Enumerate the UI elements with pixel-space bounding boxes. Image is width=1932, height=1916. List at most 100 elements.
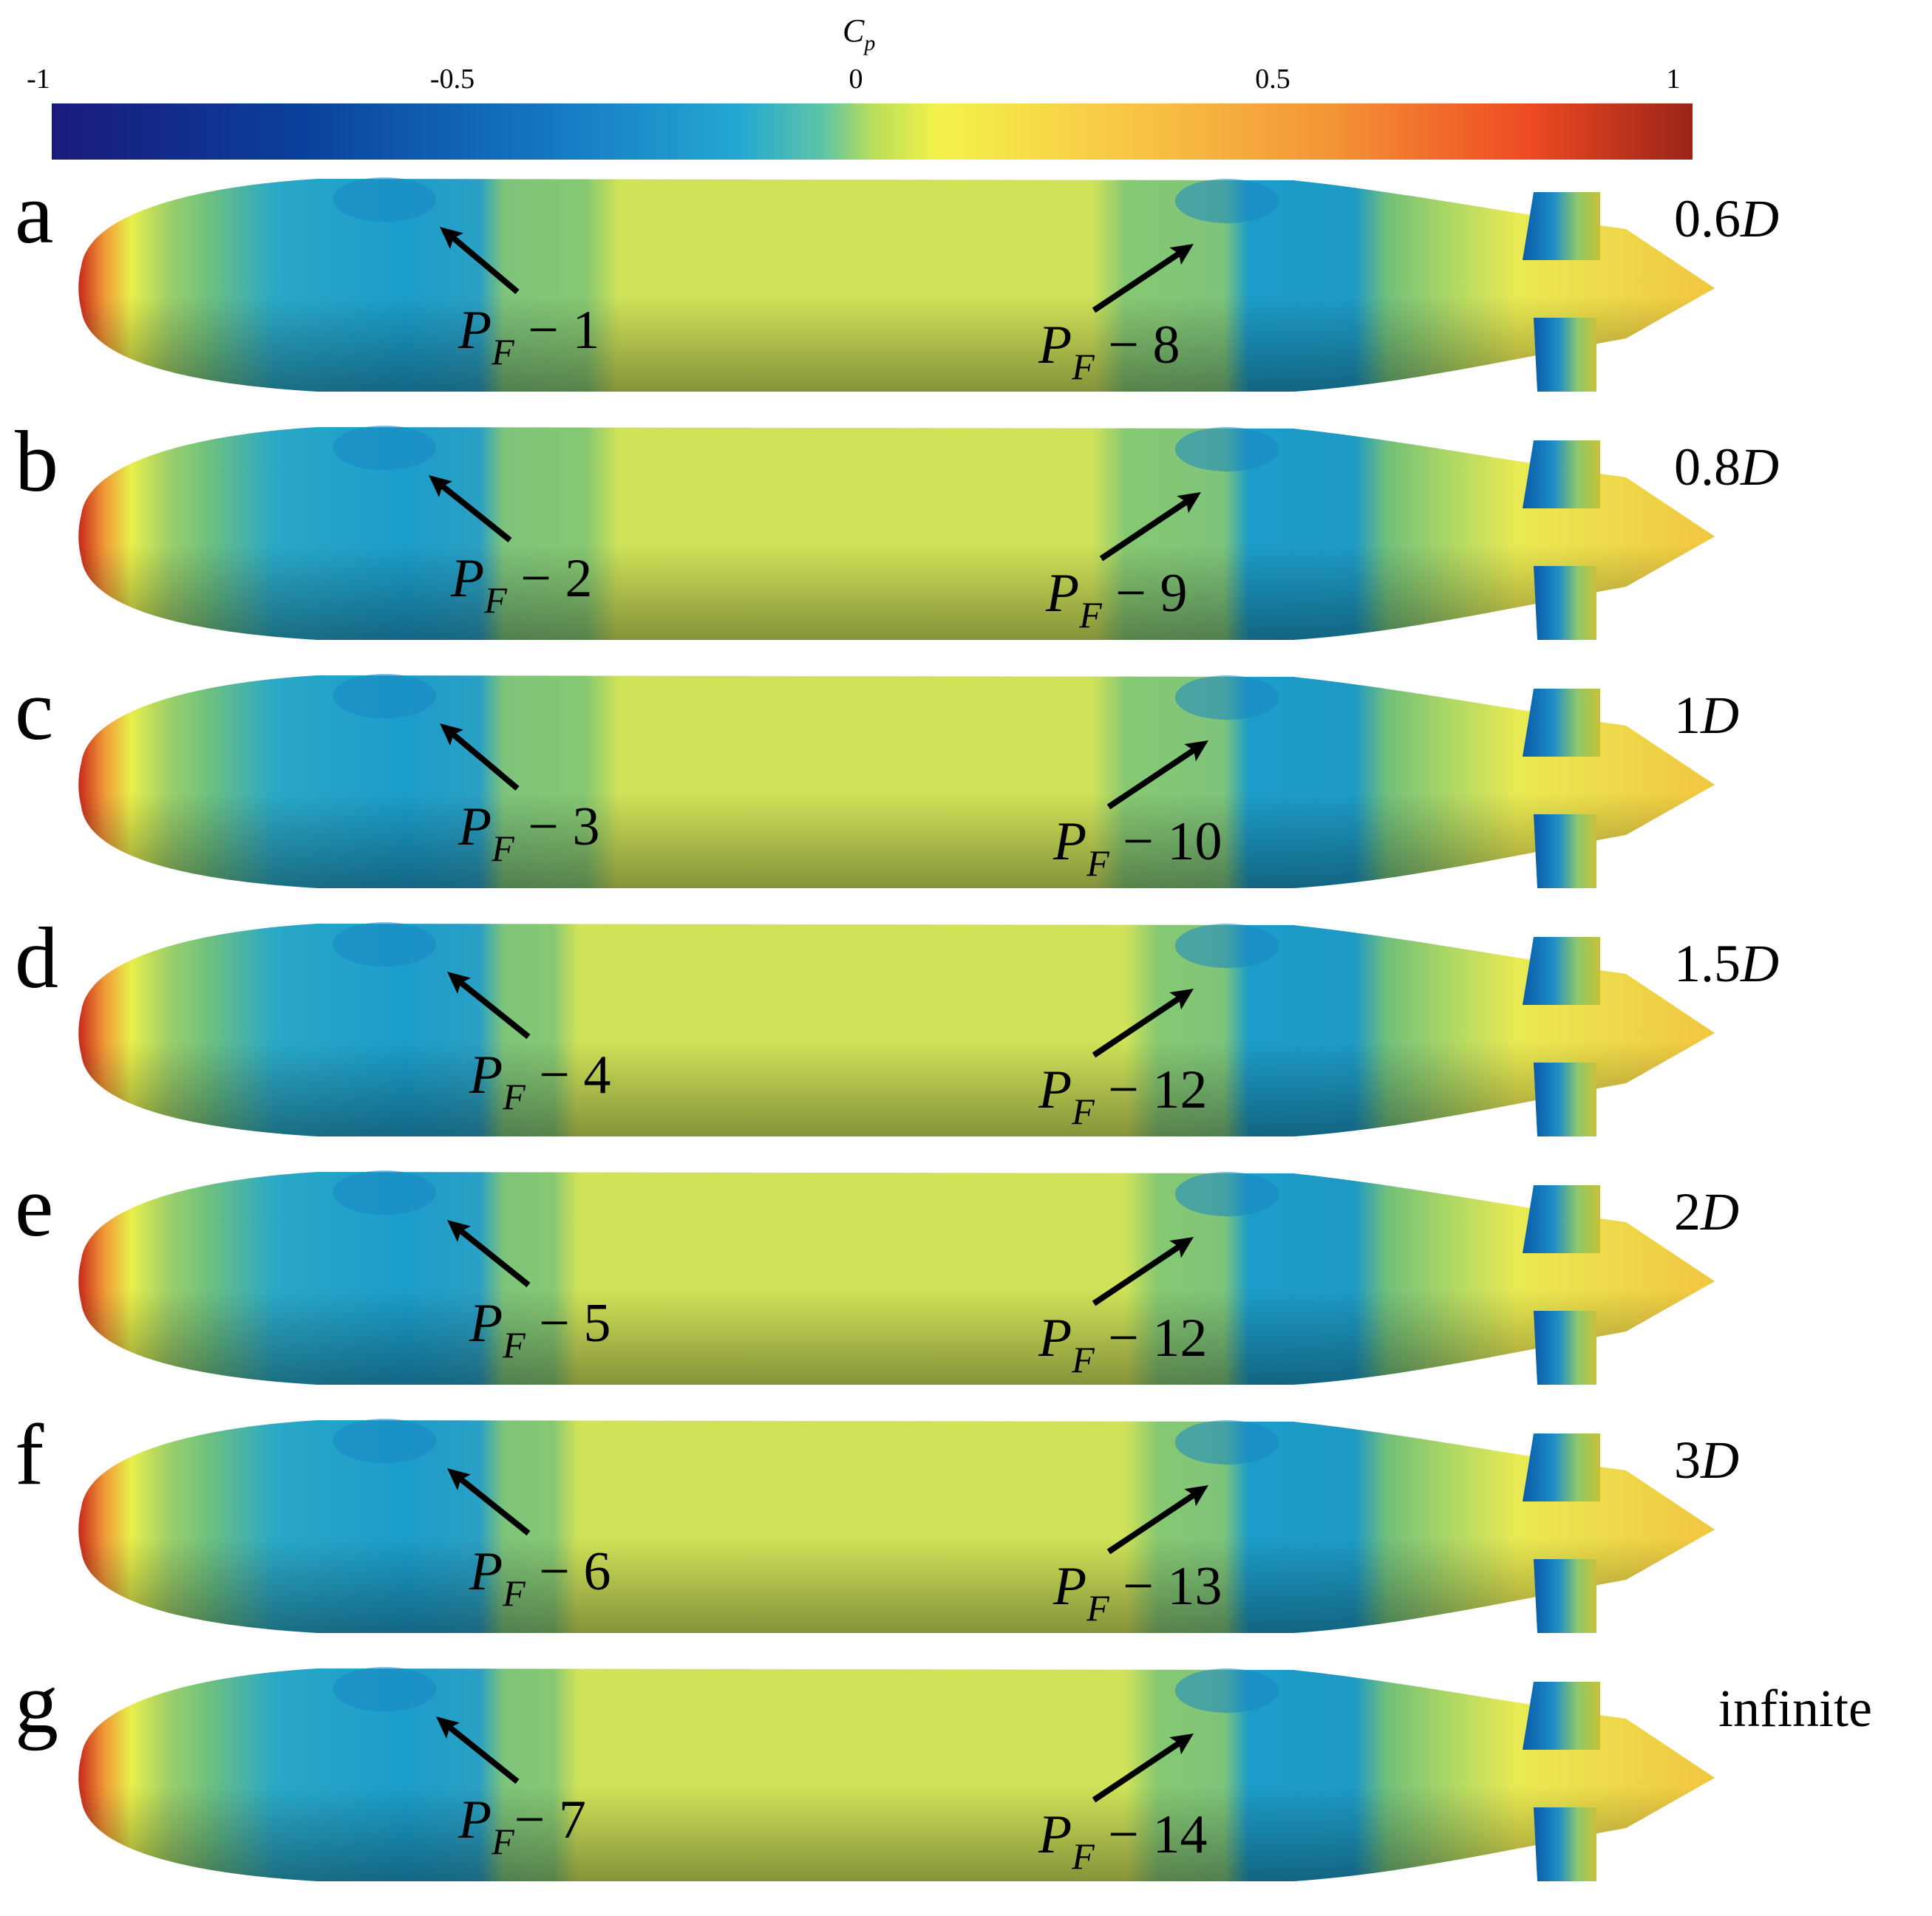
low-pressure-spot-aft bbox=[1175, 675, 1279, 720]
lower-fin bbox=[1534, 318, 1596, 392]
panel-letter: f bbox=[15, 1406, 44, 1503]
arrow-right-head bbox=[1169, 989, 1194, 1010]
arrow-left-shaft bbox=[452, 1471, 531, 1536]
panel-letter: g bbox=[15, 1654, 58, 1751]
panel-g: g infinite PF− 7 PF − 14 bbox=[0, 1660, 1932, 1908]
panel-letter: c bbox=[15, 661, 54, 758]
low-pressure-spot-fore bbox=[333, 1667, 436, 1711]
distance-label: 0.8D bbox=[1674, 437, 1779, 497]
distance-label: 0.6D bbox=[1674, 189, 1779, 248]
hull-pressure-contour bbox=[78, 1419, 1715, 1633]
hull-pressure-contour bbox=[78, 177, 1715, 392]
arrow-right-head bbox=[1169, 1237, 1194, 1258]
panels: a 0.6D PF − 1 PF − 8 bbox=[0, 170, 1932, 1908]
panel-a: a 0.6D PF − 1 PF − 8 bbox=[0, 170, 1932, 418]
panel-c: c 1D PF − 3 PF − 10 bbox=[0, 666, 1932, 915]
colorbar-gradient bbox=[52, 103, 1693, 160]
panel-d: d 1.5D PF − 4 PF − 12 bbox=[0, 915, 1932, 1163]
colorbar-tick: 0 bbox=[848, 64, 863, 95]
low-pressure-spot-fore bbox=[333, 674, 436, 718]
low-pressure-spot-fore bbox=[333, 177, 436, 222]
upper-fin bbox=[1523, 689, 1600, 757]
hull-pressure-contour bbox=[78, 1170, 1715, 1385]
arrow-left-head bbox=[440, 723, 463, 746]
lower-fin bbox=[1534, 1807, 1596, 1881]
hull-pressure-contour bbox=[78, 674, 1715, 888]
arrow-right-head bbox=[1169, 1733, 1194, 1755]
arrow-left-head bbox=[436, 1716, 460, 1739]
arrow-left-head bbox=[440, 227, 463, 250]
panel-letter: a bbox=[15, 165, 54, 262]
pf-label-right: PF − 9 bbox=[1046, 563, 1188, 635]
hull-shading bbox=[78, 1668, 1715, 1881]
panel-e: e 2D PF − 5 PF − 12 bbox=[0, 1163, 1932, 1411]
lower-fin bbox=[1534, 814, 1596, 888]
pf-label-left: PF − 3 bbox=[458, 797, 600, 869]
arrow-right-shaft bbox=[1092, 1738, 1185, 1803]
low-pressure-spot-aft bbox=[1175, 427, 1279, 471]
panel-f: f 3D PF − 6 PF − 13 bbox=[0, 1411, 1932, 1660]
low-pressure-spot-fore bbox=[333, 426, 436, 470]
arrow-left-shaft bbox=[445, 726, 520, 791]
arrow-left-head bbox=[429, 475, 452, 498]
low-pressure-spot-aft bbox=[1175, 924, 1279, 968]
hull-pressure-contour bbox=[78, 1667, 1715, 1881]
arrow-right-head bbox=[1177, 492, 1201, 514]
pf-label-right: PF − 8 bbox=[1038, 315, 1180, 387]
pf-label-left: PF − 2 bbox=[451, 548, 593, 621]
arrow-right-shaft bbox=[1106, 745, 1200, 810]
panel-b: b 0.8D PF − 2 PF − 9 bbox=[0, 418, 1932, 666]
arrow-right-shaft bbox=[1099, 497, 1192, 562]
distance-label: 1D bbox=[1674, 686, 1739, 745]
distance-label: 1.5D bbox=[1674, 934, 1779, 993]
colorbar-tick: -1 bbox=[27, 64, 50, 95]
colorbar bbox=[52, 103, 1693, 160]
pf-label-right: PF − 10 bbox=[1053, 811, 1222, 884]
lower-fin bbox=[1534, 1559, 1596, 1633]
arrow-left-shaft bbox=[452, 975, 531, 1040]
hull-shading bbox=[78, 675, 1715, 888]
hull-shading bbox=[78, 1420, 1715, 1633]
lower-fin bbox=[1534, 566, 1596, 640]
low-pressure-spot-aft bbox=[1175, 1668, 1279, 1713]
hull-shading bbox=[78, 924, 1715, 1136]
low-pressure-spot-fore bbox=[333, 1170, 436, 1215]
lower-fin bbox=[1534, 1063, 1596, 1136]
arrow-left-head bbox=[447, 1468, 471, 1491]
low-pressure-spot-aft bbox=[1175, 1420, 1279, 1465]
panel-letter: b bbox=[15, 413, 58, 510]
panel-letter: e bbox=[15, 1158, 54, 1255]
upper-fin bbox=[1523, 440, 1600, 508]
arrow-right-shaft bbox=[1106, 1490, 1200, 1555]
colorbar-tick: 0.5 bbox=[1255, 64, 1290, 95]
colorbar-tick: -0.5 bbox=[429, 64, 475, 95]
arrow-right-head bbox=[1169, 244, 1194, 265]
arrow-left-shaft bbox=[445, 230, 520, 295]
low-pressure-spot-fore bbox=[333, 1419, 436, 1463]
upper-fin bbox=[1523, 1185, 1600, 1253]
pf-label-left: PF − 5 bbox=[469, 1293, 611, 1366]
panel-letter: d bbox=[15, 910, 58, 1006]
arrow-right-head bbox=[1184, 740, 1208, 762]
hull-pressure-contour bbox=[78, 426, 1715, 640]
upper-fin bbox=[1523, 937, 1600, 1005]
low-pressure-spot-aft bbox=[1175, 179, 1279, 223]
arrow-left-head bbox=[447, 972, 471, 995]
colorbar-title: Cp bbox=[843, 13, 876, 55]
pf-label-left: PF− 7 bbox=[458, 1790, 586, 1862]
pf-label-right: PF − 12 bbox=[1038, 1060, 1208, 1132]
upper-fin bbox=[1523, 1682, 1600, 1750]
upper-fin bbox=[1523, 1433, 1600, 1501]
arrow-left-head bbox=[447, 1220, 471, 1243]
low-pressure-spot-fore bbox=[333, 922, 436, 966]
arrow-right-shaft bbox=[1092, 1241, 1185, 1306]
arrow-left-shaft bbox=[452, 1223, 531, 1288]
lower-fin bbox=[1534, 1311, 1596, 1385]
pf-label-left: PF − 1 bbox=[458, 300, 600, 372]
arrow-right-head bbox=[1184, 1485, 1208, 1507]
hull-shading bbox=[78, 179, 1715, 392]
arrow-left-shaft bbox=[434, 478, 512, 543]
hull-shading bbox=[78, 1172, 1715, 1385]
pf-label-left: PF − 4 bbox=[469, 1045, 611, 1117]
distance-label: 2D bbox=[1674, 1182, 1739, 1241]
